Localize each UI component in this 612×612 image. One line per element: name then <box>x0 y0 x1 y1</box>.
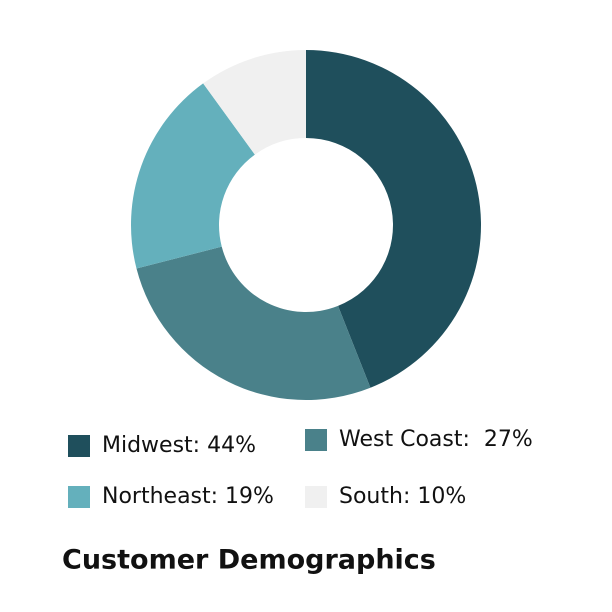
legend-label: South: 10% <box>339 484 466 509</box>
legend-label: West Coast: 27% <box>339 427 533 452</box>
chart-title: Customer Demographics <box>62 545 436 576</box>
legend-label: Midwest: 44% <box>102 433 256 458</box>
donut-slice <box>136 246 371 400</box>
donut-slice <box>306 50 482 388</box>
donut-slice <box>130 83 255 269</box>
legend-swatch <box>305 486 327 508</box>
legend-swatch <box>305 429 327 451</box>
legend-swatch <box>68 435 90 457</box>
legend-label: Northeast: 19% <box>102 484 274 509</box>
donut-slice <box>203 50 306 155</box>
legend-swatch <box>68 486 90 508</box>
